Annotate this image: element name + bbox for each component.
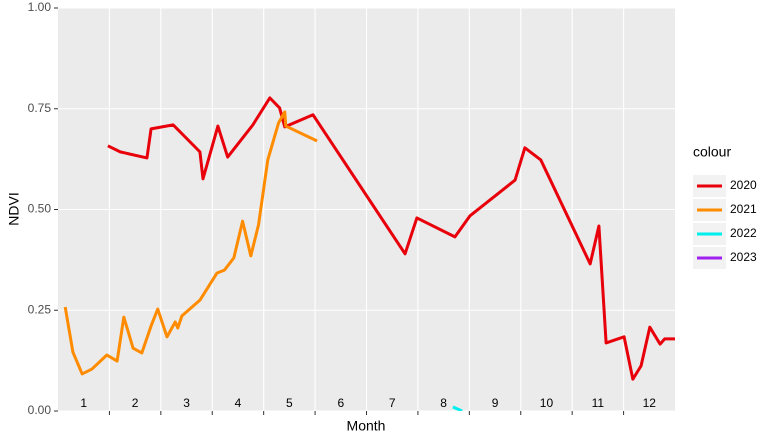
x-tick-label: 12 [643,396,657,410]
series-line [452,405,463,411]
legend-label: 2022 [730,226,757,240]
series-line [107,96,675,381]
x-tick-label: 8 [440,396,447,410]
x-tick-label: 10 [540,396,554,410]
x-tick-label: 6 [337,396,344,410]
y-tick-label: 0.00 [28,403,52,417]
y-tick-label: 0.75 [28,101,52,115]
legend-title: colour [693,144,731,160]
x-tick-label: 4 [235,396,242,410]
x-tick-label: 7 [389,396,396,410]
y-axis-title: NDVI [6,192,22,225]
legend-label: 2021 [730,202,757,216]
x-tick-label: 11 [592,396,605,410]
lines [63,96,675,411]
x-tick-label: 9 [492,396,499,410]
y-tick-label: 0.25 [28,302,52,316]
x-tick-label: 1 [80,396,87,410]
grid [58,7,675,412]
legend: 2020 2021 2022 2023 [693,175,757,269]
axes: 0.000.250.500.751.001 2 3 4 5 6 7 8 9 10 11 12 [28,0,657,417]
x-tick-label: 5 [286,396,293,410]
x-tick-label: 2 [132,396,139,410]
series-line [63,110,318,376]
legend-label: 2023 [730,250,757,264]
x-axis-title: Month [347,418,386,434]
legend-label: 2020 [730,178,757,192]
x-tick-label: 3 [183,396,190,410]
y-tick-label: 0.50 [28,202,52,216]
y-tick-label: 1.00 [28,0,52,14]
